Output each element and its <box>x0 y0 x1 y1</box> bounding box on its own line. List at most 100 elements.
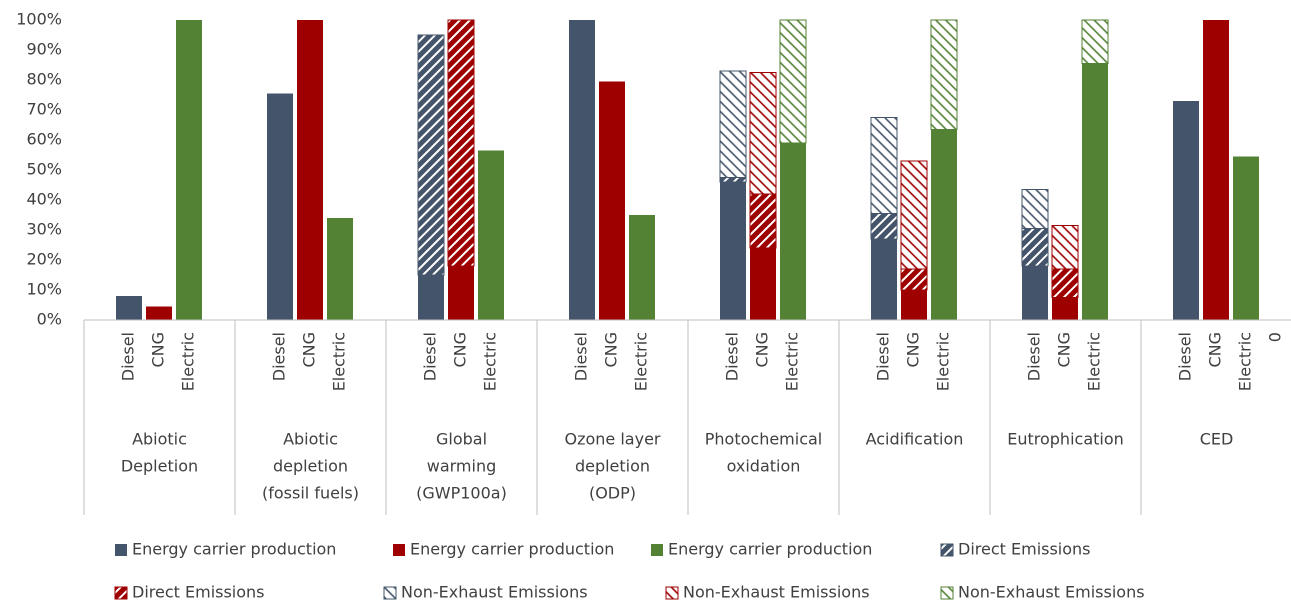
legend-swatch <box>940 543 954 557</box>
x-category-label: depletion <box>575 457 650 476</box>
bar-segment <box>116 296 142 320</box>
y-tick-label: 0% <box>37 310 62 329</box>
x-subcategory-label: Electric <box>1236 332 1255 391</box>
legend-label: Non-Exhaust Emissions <box>683 583 870 602</box>
bar-segment <box>297 20 323 320</box>
x-subcategory-label: Electric <box>179 332 198 391</box>
x-subcategory-label: Diesel <box>270 332 289 381</box>
bar-segment <box>779 19 807 144</box>
bar-segment <box>1233 156 1259 320</box>
x-subcategory-label: Diesel <box>1176 332 1195 381</box>
bar-segment <box>327 218 353 320</box>
bar-segment <box>1081 19 1109 64</box>
x-category-label: (fossil fuels) <box>262 484 359 503</box>
y-tick-label: 40% <box>26 190 62 209</box>
bar-segment <box>1022 266 1048 320</box>
bar-segment <box>448 266 474 320</box>
legend-label: Non-Exhaust Emissions <box>958 583 1145 602</box>
x-subcategory-label: Diesel <box>572 332 591 381</box>
bar-segment <box>267 93 293 320</box>
legend-swatch <box>665 586 679 600</box>
bar-segment <box>750 248 776 320</box>
legend-label: Energy carrier production <box>668 540 872 559</box>
bar-segment <box>599 81 625 320</box>
x-category-label: depletion <box>273 457 348 476</box>
x-subcategory-label: CNG <box>1055 332 1074 368</box>
x-subcategory-label: Diesel <box>723 332 742 381</box>
bar-segment <box>417 34 445 276</box>
bar-segment <box>870 117 898 214</box>
bar-segment <box>1082 63 1108 320</box>
x-subcategory-label: Diesel <box>1025 332 1044 381</box>
x-category-label: Photochemical <box>705 430 823 449</box>
x-category-label: (ODP) <box>589 484 636 503</box>
bar-segment <box>900 268 928 291</box>
x-subcategory-label: Diesel <box>421 332 440 381</box>
x-category-label: Abiotic <box>283 430 338 449</box>
legend-swatch <box>114 586 128 600</box>
y-tick-label: 30% <box>26 220 62 239</box>
bar-segment <box>1052 297 1078 320</box>
bar-segment <box>1021 189 1049 229</box>
bar-segment <box>901 290 927 320</box>
y-tick-label: 10% <box>26 280 62 299</box>
bar-segment <box>629 215 655 320</box>
bar-segment <box>870 213 898 240</box>
x-subcategory-label: 0 <box>1266 332 1285 342</box>
y-tick-label: 80% <box>26 70 62 89</box>
bar-segment <box>176 20 202 320</box>
bar-segment <box>719 70 747 178</box>
bar-segment <box>780 143 806 320</box>
x-subcategory-label: CNG <box>1206 332 1225 368</box>
legend-swatch <box>651 544 663 556</box>
bar-segment <box>146 306 172 320</box>
x-subcategory-label: Electric <box>330 332 349 391</box>
x-category-label: warming <box>427 457 497 476</box>
bar-segment <box>418 275 444 320</box>
x-subcategory-label: CNG <box>149 332 168 368</box>
x-subcategory-label: Electric <box>934 332 953 391</box>
legend-label: Energy carrier production <box>132 540 336 559</box>
legend-label: Energy carrier production <box>410 540 614 559</box>
legend-swatch <box>383 586 397 600</box>
x-subcategory-label: CNG <box>904 332 923 368</box>
y-tick-label: 90% <box>26 40 62 59</box>
y-tick-label: 60% <box>26 130 62 149</box>
legend-label: Direct Emissions <box>958 540 1091 559</box>
bar-segment <box>930 19 958 130</box>
legend-label: Non-Exhaust Emissions <box>401 583 588 602</box>
legend-swatch <box>115 544 127 556</box>
x-category-label: Ozone layer <box>565 430 661 449</box>
x-category-label: Abiotic <box>132 430 187 449</box>
x-subcategory-label: Diesel <box>874 332 893 381</box>
x-subcategory-label: CNG <box>451 332 470 368</box>
x-subcategory-label: CNG <box>300 332 319 368</box>
x-category-label: Eutrophication <box>1007 430 1124 449</box>
legend-swatch <box>393 544 405 556</box>
x-subcategory-label: Electric <box>1085 332 1104 391</box>
bar-segment <box>1051 225 1079 270</box>
x-subcategory-label: Electric <box>481 332 500 391</box>
y-tick-label: 50% <box>26 160 62 179</box>
bar-segment <box>749 72 777 195</box>
bar-segment <box>478 150 504 320</box>
bar-segment <box>1021 228 1049 267</box>
x-category-label: (GWP100a) <box>416 484 507 503</box>
y-tick-label: 20% <box>26 250 62 269</box>
bar-segment <box>900 160 928 270</box>
x-subcategory-label: Diesel <box>119 332 138 381</box>
x-category-label: CED <box>1200 430 1234 449</box>
bar-segment <box>749 193 777 249</box>
legend-swatch <box>940 586 954 600</box>
bar-segment <box>447 19 475 267</box>
bar-segment <box>720 182 746 320</box>
x-category-label: Global <box>436 430 487 449</box>
x-subcategory-label: Electric <box>783 332 802 391</box>
bar-segment <box>569 20 595 320</box>
legend-label: Direct Emissions <box>132 583 265 602</box>
bar-segment <box>1051 268 1079 298</box>
x-category-label: Depletion <box>121 457 198 476</box>
x-category-label: oxidation <box>727 457 801 476</box>
y-tick-label: 100% <box>16 10 62 29</box>
